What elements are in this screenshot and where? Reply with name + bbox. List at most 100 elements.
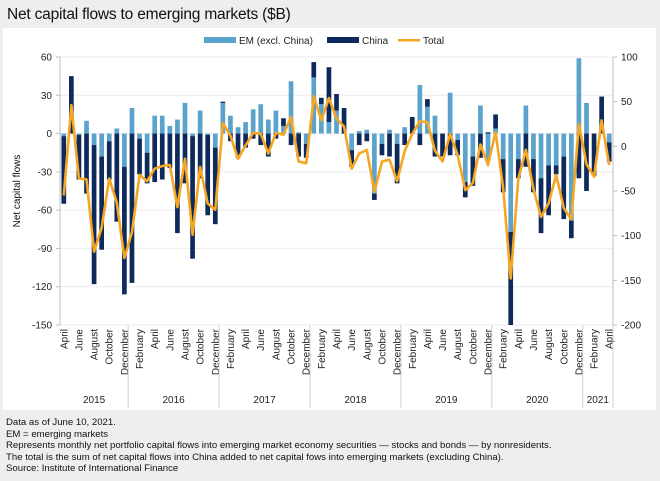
- year-label: 2015: [83, 395, 106, 406]
- bar-em: [356, 131, 362, 134]
- bar-em: [561, 133, 567, 157]
- x-tick-label: February: [408, 329, 419, 369]
- bar-em: [159, 115, 165, 134]
- bar-em: [235, 127, 241, 134]
- bar-em: [364, 129, 370, 134]
- bar-china: [144, 152, 150, 184]
- bar-china: [500, 159, 506, 193]
- x-tick-label: August: [181, 329, 192, 360]
- bar-em: [447, 92, 453, 134]
- bar-em: [197, 110, 203, 134]
- x-tick-label: June: [529, 329, 540, 351]
- bar-em: [379, 133, 385, 144]
- x-tick-label: December: [302, 328, 313, 375]
- x-tick-label: April: [423, 329, 434, 349]
- bar-em: [432, 115, 438, 134]
- x-tick-label: October: [559, 328, 570, 364]
- bar-china: [606, 142, 612, 162]
- footnote-total: The total is the sum of net capital flow…: [6, 451, 504, 463]
- bar-china: [432, 133, 438, 157]
- bar-china: [243, 133, 248, 148]
- year-label: 2018: [344, 395, 367, 406]
- bar-china: [515, 159, 521, 179]
- bar-china: [372, 193, 377, 200]
- bar-china: [394, 143, 400, 184]
- x-tick-label: August: [544, 329, 555, 360]
- bar-china: [531, 159, 536, 193]
- x-tick-label: June: [74, 329, 85, 351]
- bar-china: [265, 133, 271, 157]
- bar-china: [440, 133, 445, 157]
- bar-china: [91, 145, 97, 285]
- bar-em: [584, 102, 589, 134]
- bar-china: [493, 114, 498, 129]
- legend-swatch-em: [204, 37, 236, 43]
- y2-tick-label: -100: [621, 231, 641, 242]
- footnote-date: Data as of June 10, 2021.: [6, 417, 116, 428]
- y-tick-label: 30: [41, 91, 53, 102]
- x-tick-label: February: [226, 329, 237, 369]
- year-label: 2021: [587, 395, 610, 406]
- bar-em: [485, 133, 491, 161]
- bar-china: [599, 96, 604, 134]
- bar-em: [553, 133, 559, 166]
- bar-china: [334, 94, 339, 111]
- bar-china: [281, 118, 286, 126]
- legend-label-em: EM (excl. China): [239, 36, 313, 47]
- bar-em: [425, 106, 430, 134]
- x-tick-label: April: [514, 329, 525, 349]
- x-tick-label: December: [393, 328, 404, 375]
- y2-tick-label: -200: [621, 321, 641, 332]
- bar-china: [159, 133, 165, 180]
- bar-em: [349, 133, 354, 151]
- bar-china: [288, 133, 294, 146]
- bars: [61, 58, 612, 325]
- x-tick-label: June: [256, 329, 267, 351]
- bar-china: [258, 133, 264, 146]
- x-tick-label: April: [605, 329, 616, 349]
- bar-em: [281, 125, 286, 134]
- bar-em: [129, 108, 135, 134]
- bar-em: [220, 102, 226, 134]
- bar-em: [326, 122, 332, 134]
- bar-china: [538, 178, 544, 234]
- bar-china: [349, 150, 354, 167]
- bar-em: [288, 81, 294, 134]
- x-axis-labels: April June August October December February Ap…: [59, 325, 616, 408]
- bar-china: [205, 134, 211, 216]
- bar-china: [364, 133, 370, 142]
- x-tick-label: October: [196, 328, 207, 364]
- bar-em: [470, 133, 476, 157]
- bar-em: [144, 133, 150, 153]
- bar-china: [106, 141, 112, 180]
- x-tick-label: December: [211, 328, 222, 375]
- y-tick-label: 60: [41, 53, 53, 64]
- total-line-layer: [62, 95, 611, 280]
- x-tick-label: October: [105, 328, 116, 364]
- y2-tick-label: 50: [621, 97, 633, 108]
- bar-china: [175, 133, 180, 234]
- x-tick-label: April: [241, 329, 252, 349]
- y-axis-label: Net capital flows: [12, 155, 23, 228]
- bar-em: [515, 133, 521, 160]
- footnote-source: Source: Institute of International Finan…: [6, 463, 179, 475]
- bar-em: [372, 133, 377, 194]
- legend-swatch-china: [327, 37, 359, 43]
- chart: 60 30 0 -30 -60 -90 -120 -150 100 50 0 -50 -100 -150 -…: [12, 36, 641, 408]
- bar-china: [122, 166, 127, 295]
- bar-em: [462, 133, 468, 183]
- bar-em: [546, 133, 551, 166]
- bar-em: [538, 133, 544, 179]
- x-tick-label: October: [468, 328, 479, 364]
- x-tick-label: April: [332, 329, 343, 349]
- bar-china: [311, 62, 317, 78]
- bar-china: [341, 108, 347, 134]
- bar-em: [334, 110, 339, 134]
- bar-china: [447, 133, 453, 156]
- bar-china: [591, 133, 597, 176]
- bar-china: [379, 143, 385, 156]
- x-tick-label: October: [287, 328, 298, 364]
- bar-em: [76, 133, 82, 135]
- y-tick-label: -60: [38, 206, 53, 217]
- bar-em: [99, 133, 105, 157]
